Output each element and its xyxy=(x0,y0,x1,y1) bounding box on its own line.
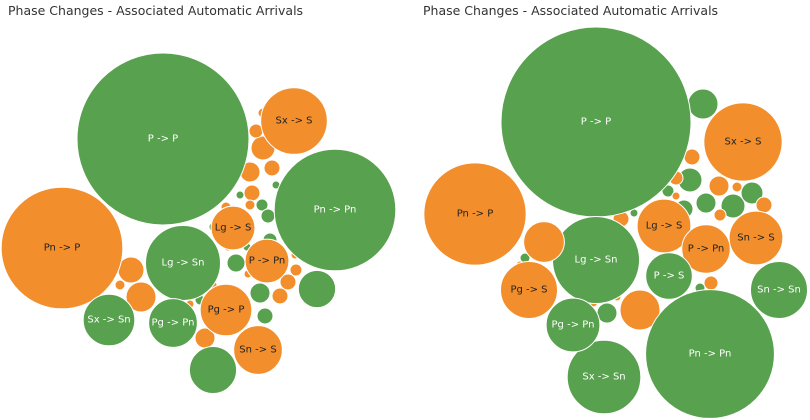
bubble-label: Pg -> Pn xyxy=(552,320,595,331)
bubble-label: Sn -> S xyxy=(239,345,276,356)
bubble-pn-p[interactable] xyxy=(0,186,124,310)
bubble-p-p[interactable] xyxy=(76,52,250,226)
filler-bubble[interactable] xyxy=(125,281,157,313)
bubble-sx-s[interactable] xyxy=(260,87,328,155)
bubble-label: Sx -> S xyxy=(276,116,313,127)
bubble-label: P -> Pn xyxy=(249,256,286,267)
filler-bubble[interactable] xyxy=(289,263,303,277)
bubble-pg-pn[interactable] xyxy=(148,298,198,348)
bubble-label: Lg -> S xyxy=(646,221,683,232)
bubble-lg-s[interactable] xyxy=(210,205,256,251)
chart-title-right: Phase Changes - Associated Automatic Arr… xyxy=(423,3,719,18)
bubble-sn-s[interactable] xyxy=(728,210,784,266)
bubble-label: Sx -> S xyxy=(725,137,762,148)
bubble-p-s[interactable] xyxy=(645,252,693,300)
filler-bubble[interactable] xyxy=(740,181,764,205)
filler-bubble[interactable] xyxy=(703,275,719,291)
bubble-p-pn[interactable] xyxy=(681,224,731,274)
bubble-label: Pg -> S xyxy=(510,285,547,296)
bubble-p-pn[interactable] xyxy=(244,238,290,284)
bubble-unlabeled[interactable] xyxy=(188,345,238,395)
bubble-label: Pg -> P xyxy=(208,305,245,316)
bubble-label: P -> P xyxy=(148,134,178,145)
bubble-sx-sn[interactable] xyxy=(566,339,642,415)
bubble-label: Lg -> Sn xyxy=(575,255,618,266)
bubble-pg-s[interactable] xyxy=(500,261,558,319)
filler-bubble[interactable] xyxy=(256,307,274,325)
bubble-label: Pn -> Pn xyxy=(689,349,732,360)
filler-bubble[interactable] xyxy=(279,273,297,291)
filler-bubble[interactable] xyxy=(619,289,661,331)
filler-bubble[interactable] xyxy=(720,193,746,219)
bubble-label: Pn -> Pn xyxy=(314,205,357,216)
bubble-pg-p[interactable] xyxy=(199,283,253,337)
filler-bubble[interactable] xyxy=(271,287,289,305)
chart-title-left: Phase Changes - Associated Automatic Arr… xyxy=(8,3,304,18)
filler-bubble[interactable] xyxy=(263,159,281,177)
filler-bubble[interactable] xyxy=(260,208,276,224)
filler-bubble[interactable] xyxy=(249,282,271,304)
bubble-unlabeled[interactable] xyxy=(297,269,337,309)
bubble-pn-pn[interactable] xyxy=(645,289,775,419)
bubble-label: Pn -> P xyxy=(457,209,494,220)
bubble-pn-p[interactable] xyxy=(423,162,527,266)
bubble-sn-s[interactable] xyxy=(233,325,283,375)
filler-bubble[interactable] xyxy=(687,88,719,120)
bubble-label: P -> Pn xyxy=(688,244,725,255)
bubble-label: Lg -> S xyxy=(215,223,252,234)
filler-bubble[interactable] xyxy=(713,208,727,222)
filler-bubble[interactable] xyxy=(731,181,743,193)
filler-bubble[interactable] xyxy=(114,279,126,291)
bubble-label: Sx -> Sn xyxy=(87,315,130,326)
bubble-sx-sn[interactable] xyxy=(82,293,136,347)
bubble-sx-s[interactable] xyxy=(703,102,783,182)
filler-bubble[interactable] xyxy=(671,191,681,201)
filler-bubble[interactable] xyxy=(243,184,261,202)
bubble-label: Sn -> S xyxy=(737,233,774,244)
filler-bubble[interactable] xyxy=(255,198,269,212)
filler-bubble[interactable] xyxy=(695,192,717,214)
bubble-label: Pg -> Pn xyxy=(152,318,195,329)
bubble-label: P -> P xyxy=(581,117,611,128)
filler-bubble[interactable] xyxy=(755,196,773,214)
bubble-unlabeled[interactable] xyxy=(523,221,565,263)
bubble-label: P -> S xyxy=(654,271,685,282)
bubble-label: Sx -> Sn xyxy=(582,372,625,383)
filler-bubble[interactable] xyxy=(708,175,730,197)
bubble-pg-pn[interactable] xyxy=(545,297,601,353)
filler-bubble[interactable] xyxy=(244,199,256,211)
bubble-label: Sn -> Sn xyxy=(757,285,801,296)
bubble-sn-sn[interactable] xyxy=(750,261,808,319)
filler-bubble[interactable] xyxy=(235,190,245,200)
bubble-label: Lg -> Sn xyxy=(162,258,205,269)
bubble-pn-pn[interactable] xyxy=(273,148,397,272)
bubble-label: Pn -> P xyxy=(44,243,81,254)
filler-bubble[interactable] xyxy=(596,302,618,324)
filler-bubble[interactable] xyxy=(226,253,246,273)
